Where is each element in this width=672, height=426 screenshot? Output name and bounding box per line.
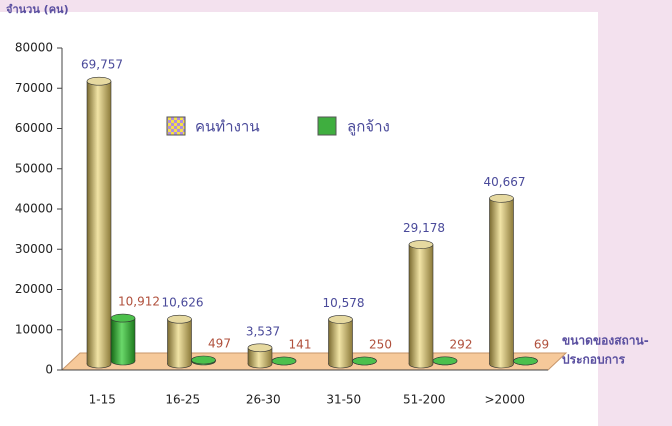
bar-top: [110, 313, 136, 323]
bar-top: [352, 356, 377, 366]
bar-body: [111, 318, 135, 361]
data-label: 497: [208, 336, 231, 350]
bar: [352, 356, 377, 366]
bar: [408, 240, 434, 369]
bar-top: [489, 194, 514, 203]
x-tick-label: 16-25: [165, 393, 200, 407]
bar: [247, 343, 273, 369]
y-tick-label: 40000: [15, 202, 53, 216]
data-label: 10,912: [118, 295, 160, 309]
bar: [191, 355, 216, 366]
bar-body: [489, 198, 514, 364]
x-axis-label: ขนาดของสถาน-: [562, 334, 649, 348]
data-label: 10,578: [323, 296, 365, 310]
y-tick-label: 20000: [15, 282, 53, 296]
x-axis-label: ประกอบการ: [562, 353, 626, 367]
y-tick-label: 80000: [15, 41, 53, 55]
data-label: 40,667: [484, 175, 526, 189]
bar-top: [513, 356, 538, 366]
bar: [489, 194, 514, 369]
bar-body: [409, 244, 433, 364]
x-tick-label: 51-200: [403, 393, 446, 407]
legend-swatch: [317, 116, 337, 136]
data-label: 141: [289, 338, 312, 352]
bar-top: [328, 315, 353, 324]
bar-body: [167, 319, 192, 364]
x-tick-label: 26-30: [246, 393, 281, 407]
bar-top: [271, 356, 297, 366]
bar-top: [167, 314, 192, 324]
bar-top: [408, 240, 434, 249]
bar-top: [247, 343, 273, 353]
y-tick-label: 60000: [15, 121, 53, 135]
data-label: 69: [534, 338, 549, 352]
bar-top: [432, 356, 458, 366]
bar-body: [248, 347, 272, 364]
bar-body: [328, 319, 353, 364]
x-tick-label: 1-15: [89, 393, 116, 407]
data-label: 250: [369, 337, 392, 351]
data-label: 292: [450, 337, 473, 351]
y-axis-label: จำนวน (คน): [6, 3, 69, 16]
legend-label: ลูกจ้าง: [347, 118, 390, 136]
bar: [513, 356, 538, 366]
bar: [328, 315, 353, 369]
x-tick-label: >2000: [484, 393, 525, 407]
bar-top: [191, 355, 216, 365]
bar: [110, 313, 136, 366]
y-tick-label: 10000: [15, 322, 53, 336]
bar: [271, 356, 297, 366]
bar-top: [86, 76, 112, 86]
x-tick-label: 31-50: [326, 393, 361, 407]
legend-label: คนทำงาน: [195, 118, 260, 136]
bar-body: [87, 81, 111, 364]
legend-swatch: [166, 116, 186, 136]
bar: [167, 314, 192, 369]
data-label: 3,537: [246, 324, 280, 338]
y-tick-label: 70000: [15, 81, 53, 95]
bar: [86, 76, 112, 369]
data-label: 29,178: [403, 221, 445, 235]
data-label: 10,626: [162, 296, 204, 310]
bar: [432, 356, 458, 366]
y-tick-label: 0: [45, 363, 53, 377]
data-label: 69,757: [81, 58, 123, 72]
y-tick-label: 30000: [15, 242, 53, 256]
y-tick-label: 50000: [15, 161, 53, 175]
